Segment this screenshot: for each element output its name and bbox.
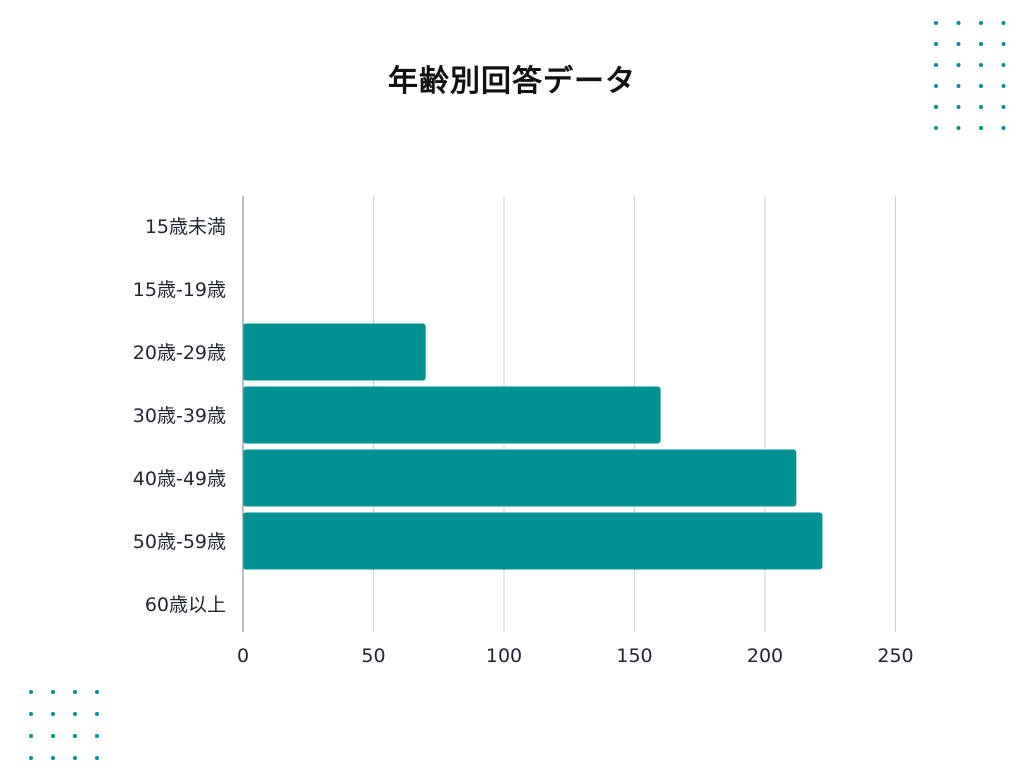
decorative-dots-bottom-left <box>29 690 99 760</box>
y-tick-label: 20歳-29歳 <box>133 342 226 364</box>
x-tick-label: 200 <box>747 645 783 667</box>
decorative-dot <box>979 126 983 130</box>
bar <box>243 512 823 570</box>
x-axis-tick-labels: 0 50 100 150 200 250 <box>237 645 914 667</box>
decorative-dot <box>95 734 99 738</box>
decorative-dot <box>956 42 961 46</box>
decorative-dot <box>51 734 55 738</box>
decorative-dot <box>934 21 938 25</box>
y-tick-label: 15歳未満 <box>145 216 226 238</box>
decorative-dot <box>29 712 33 716</box>
bar <box>243 323 426 381</box>
decorative-dot <box>934 126 938 130</box>
decorative-dot <box>95 690 99 694</box>
y-tick-label: 15歳-19歳 <box>133 279 226 301</box>
decorative-dot <box>979 21 983 25</box>
decorative-dot <box>1001 42 1006 46</box>
decorative-dot <box>979 63 983 67</box>
decorative-dot <box>51 712 55 716</box>
y-axis-tick-labels: 15歳未満 15歳-19歳 20歳-29歳 30歳-39歳 40歳-49歳 50歳-59歳… <box>133 216 226 616</box>
bar <box>243 386 661 444</box>
decorative-dot <box>29 734 33 738</box>
decorative-dot <box>1001 126 1006 130</box>
decorative-dot <box>934 63 938 67</box>
decorative-dot <box>956 84 961 88</box>
decorative-dot <box>956 21 961 25</box>
decorative-dot <box>979 42 983 46</box>
x-tick-label: 0 <box>237 645 249 667</box>
decorative-dot <box>95 756 99 760</box>
decorative-dot <box>73 734 77 738</box>
decorative-dot <box>1001 63 1006 67</box>
x-tick-label: 50 <box>361 645 385 667</box>
decorative-dot <box>956 63 961 67</box>
chart-title: 年齢別回答データ <box>388 64 636 99</box>
y-tick-label: 60歳以上 <box>145 594 226 616</box>
decorative-dots-top-right <box>934 21 1006 130</box>
bars <box>243 323 823 570</box>
y-tick-label: 50歳-59歳 <box>133 531 226 553</box>
decorative-dot <box>51 756 55 760</box>
decorative-dot <box>956 105 961 109</box>
x-tick-label: 100 <box>486 645 522 667</box>
x-tick-label: 250 <box>877 645 913 667</box>
decorative-dot <box>73 690 77 694</box>
y-tick-label: 30歳-39歳 <box>133 405 226 427</box>
decorative-dot <box>1001 84 1006 88</box>
decorative-dot <box>934 42 938 46</box>
decorative-dot <box>73 756 77 760</box>
decorative-dot <box>1001 105 1006 109</box>
x-tick-label: 150 <box>616 645 652 667</box>
decorative-dot <box>29 756 33 760</box>
y-tick-label: 40歳-49歳 <box>133 468 226 490</box>
bar <box>243 449 797 507</box>
decorative-dot <box>29 690 33 694</box>
decorative-dot <box>1001 21 1006 25</box>
decorative-dot <box>979 105 983 109</box>
decorative-dot <box>73 712 77 716</box>
decorative-dot <box>934 84 938 88</box>
decorative-dot <box>95 712 99 716</box>
decorative-dot <box>934 105 938 109</box>
decorative-dot <box>979 84 983 88</box>
decorative-dot <box>956 126 961 130</box>
decorative-dot <box>51 690 55 694</box>
